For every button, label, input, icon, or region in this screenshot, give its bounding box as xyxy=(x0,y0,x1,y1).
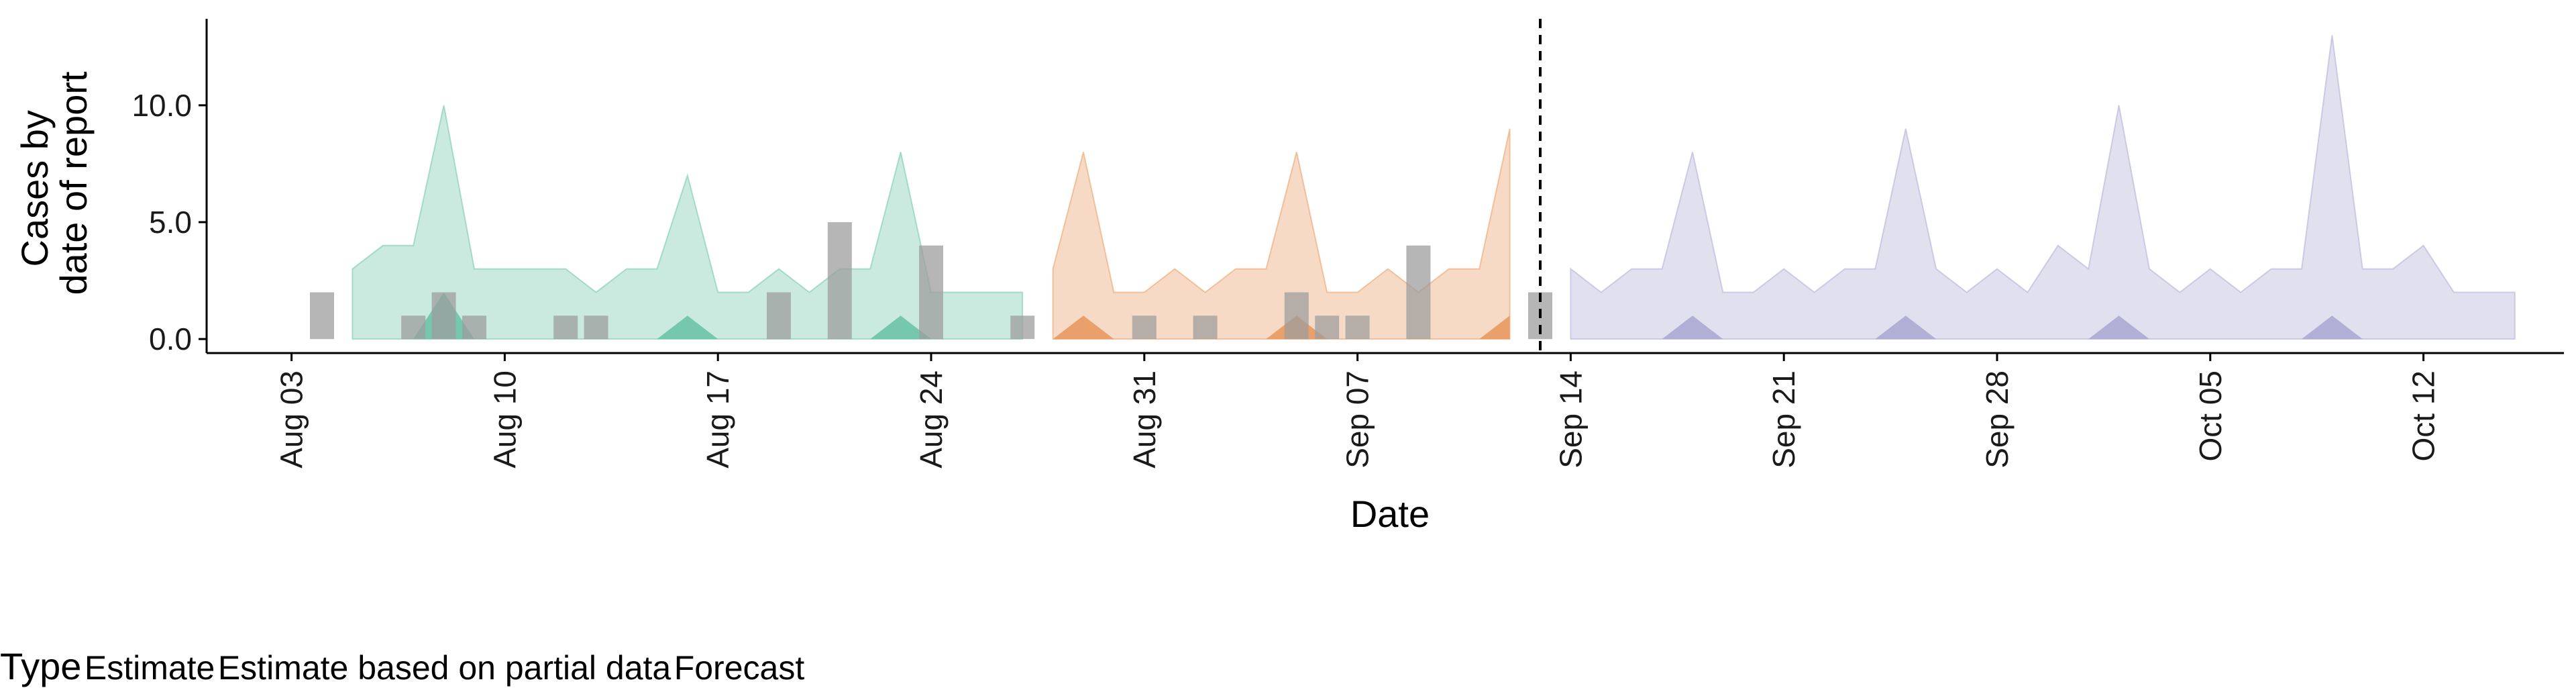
y-tick-label: 5.0 xyxy=(149,205,192,240)
reported-case-bar xyxy=(431,292,456,340)
x-axis-ticks: Aug 03 Aug 10 Aug 17 Aug 24 Aug 31 Sep 07 Sep … xyxy=(274,353,2441,469)
x-tick-label: Aug 17 xyxy=(700,371,735,469)
reported-case-bar xyxy=(1193,315,1218,340)
legend-title: Type xyxy=(0,645,82,687)
x-axis-title: Date xyxy=(1350,493,1430,535)
y-tick-label: 0.0 xyxy=(149,322,192,356)
x-tick-label: Sep 14 xyxy=(1553,371,1588,469)
y-axis-title: Cases by date of report xyxy=(13,71,95,295)
reported-case-bar xyxy=(401,315,426,340)
reported-case-bars xyxy=(310,222,1552,340)
lower-band-2 xyxy=(1570,315,2515,340)
reported-case-bar xyxy=(919,245,943,340)
upper-band-0 xyxy=(352,105,1024,340)
axes xyxy=(205,19,2564,354)
x-tick-label: Aug 10 xyxy=(487,371,522,469)
reported-case-bar xyxy=(1345,315,1370,340)
reported-case-bar xyxy=(1010,315,1035,340)
upper-band-1 xyxy=(1052,128,1511,340)
y-tick-label: 10.0 xyxy=(131,88,192,123)
lower-band-1 xyxy=(1053,315,1510,340)
reported-case-bar xyxy=(767,292,791,340)
y-axis-title-line-1: Cases by xyxy=(13,110,56,266)
lower-band-0 xyxy=(352,292,1023,340)
x-tick-label: Oct 12 xyxy=(2406,371,2441,462)
reported-case-bar xyxy=(1132,315,1157,340)
upper-band-2 xyxy=(1570,35,2516,340)
legend-label-partial: Estimate based on partial data xyxy=(217,649,672,687)
x-tick-label: Aug 03 xyxy=(274,371,309,469)
reported-case-bar xyxy=(1406,245,1431,340)
reported-case-bar xyxy=(553,315,578,340)
reported-case-bar xyxy=(1284,292,1309,340)
x-tick-label: Oct 05 xyxy=(2193,371,2228,462)
reported-case-bar xyxy=(584,315,608,340)
legend: Type Estimate Estimate based on partial … xyxy=(0,645,804,687)
prediction-areas xyxy=(352,35,2516,340)
reported-case-bar xyxy=(1315,315,1340,340)
y-axis-ticks: 0.0 5.0 10.0 xyxy=(131,88,207,356)
reported-case-bar xyxy=(462,315,486,340)
reported-case-bar xyxy=(310,292,334,340)
x-tick-label: Sep 07 xyxy=(1340,371,1375,469)
legend-label-forecast: Forecast xyxy=(674,649,805,687)
x-tick-label: Aug 31 xyxy=(1127,371,1162,469)
x-tick-label: Sep 21 xyxy=(1766,371,1801,469)
x-tick-label: Sep 28 xyxy=(1980,371,2015,469)
legend-label-estimate: Estimate xyxy=(84,649,215,687)
cases-chart: 0.0 5.0 10.0 Aug 03 Aug 10 Aug 17 Aug 24 Aug 3… xyxy=(13,19,2564,535)
x-tick-label: Aug 24 xyxy=(914,371,949,469)
y-axis-title-line-2: date of report xyxy=(52,71,95,295)
reported-case-bar xyxy=(827,222,852,340)
